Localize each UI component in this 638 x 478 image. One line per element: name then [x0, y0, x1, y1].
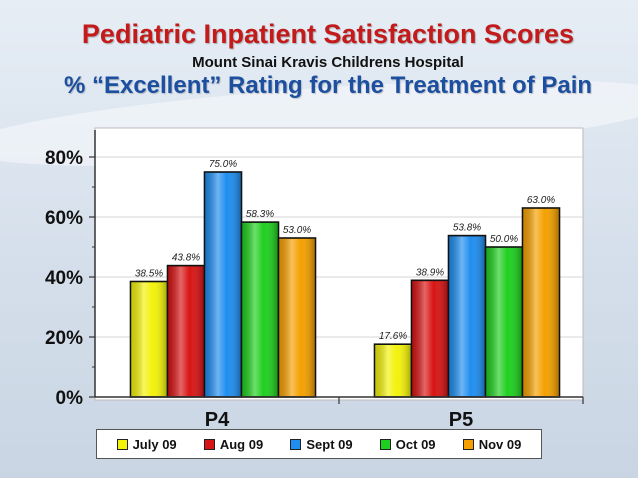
bar-data-label: 75.0%: [209, 159, 237, 170]
bar-shading: [486, 248, 522, 396]
y-tick-label: 60%: [45, 208, 83, 229]
y-tick-label: 80%: [45, 148, 83, 169]
legend-item-aug-09: Aug 09: [203, 436, 264, 452]
y-tick-label: 40%: [45, 268, 83, 289]
bar-shading: [279, 239, 315, 396]
legend-label: Oct 09: [395, 436, 436, 452]
bar-data-label: 43.8%: [172, 253, 200, 264]
x-category-label: P5: [449, 409, 473, 431]
legend-swatch: [203, 438, 215, 450]
legend-swatch: [462, 438, 474, 450]
bar-shading: [242, 223, 278, 396]
bar-shading: [168, 266, 204, 396]
bar-data-label: 17.6%: [379, 331, 407, 342]
x-category-label: P4: [205, 409, 230, 431]
bar-data-label: 50.0%: [490, 234, 518, 245]
legend-label: Aug 09: [219, 436, 264, 452]
bar-shading: [449, 236, 485, 396]
legend-item-sept-09: Sept 09: [290, 436, 353, 452]
bar-shading: [412, 281, 448, 396]
bar-data-label: 53.0%: [283, 225, 311, 236]
y-tick-label: 20%: [45, 328, 83, 349]
chart-subtitle-secondary: % “Excellent” Rating for the Treatment o…: [63, 72, 593, 99]
legend-label: Sept 09: [306, 436, 353, 452]
bar-shading: [375, 345, 411, 396]
legend-item-nov-09: Nov 09: [462, 436, 522, 452]
bar-data-label: 38.5%: [135, 269, 163, 280]
legend-label: Nov 09: [478, 436, 522, 452]
bar-shading: [205, 173, 241, 396]
bar-shading: [131, 282, 167, 396]
legend-swatch: [290, 438, 302, 450]
legend-swatch: [116, 438, 128, 450]
bar-data-label: 63.0%: [527, 195, 555, 206]
bar-data-label: 53.8%: [453, 223, 481, 234]
legend-swatch: [379, 438, 391, 450]
chart-title: Pediatric Inpatient Satisfaction Scores: [81, 19, 575, 49]
y-tick-label: 0%: [56, 388, 84, 409]
bar-data-label: 58.3%: [246, 209, 274, 220]
legend: July 09 Aug 09 Sept 09 Oct 09 Nov 09: [96, 429, 542, 459]
legend-item-july-09: July 09: [116, 436, 177, 452]
bar-shading: [523, 209, 559, 396]
chart-subtitle: Mount Sinai Kravis Childrens Hospital: [192, 54, 464, 71]
bar-data-label: 38.9%: [416, 267, 444, 278]
legend-item-oct-09: Oct 09: [379, 436, 436, 452]
legend-label: July 09: [132, 436, 177, 452]
